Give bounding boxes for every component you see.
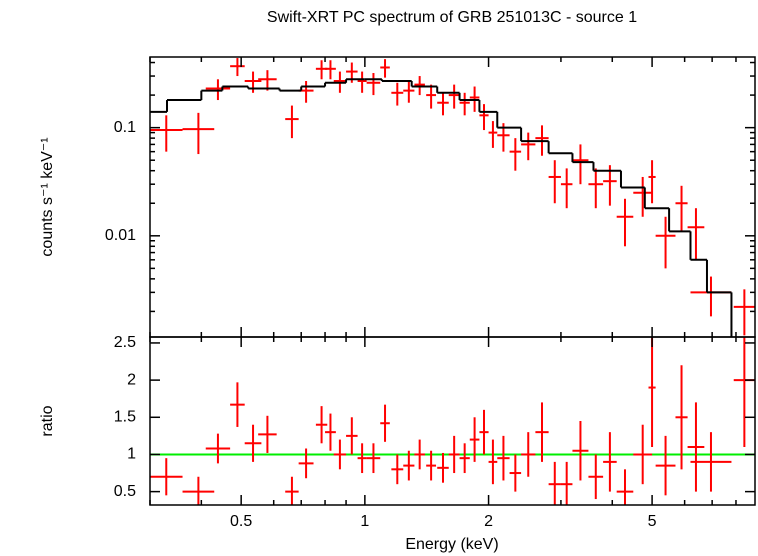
x-tick-label: 2 (484, 513, 493, 530)
y-tick-label: 1.5 (114, 409, 136, 426)
y-tick-label: 2.5 (114, 334, 136, 351)
x-tick-label: 5 (648, 513, 657, 530)
axes: 0.01 0.1 0.5 1 2 5 0.5 1 1.5 2 2.5 (105, 57, 755, 530)
y-axis-label: ratio (39, 405, 56, 436)
top-frame (149, 56, 756, 338)
bottom-frame (149, 336, 756, 506)
ratio-plot (150, 337, 755, 505)
y-tick-label: 2 (127, 371, 136, 388)
chart-title: Swift-XRT PC spectrum of GRB 251013C - s… (267, 9, 637, 26)
x-axis-label: Energy (keV) (405, 536, 498, 553)
y-tick-label: 1 (127, 446, 136, 463)
x-tick-label: 1 (360, 513, 369, 530)
y-axis-label: counts s⁻¹ keV⁻¹ (39, 137, 56, 256)
y-tick-label: 0.01 (105, 227, 136, 244)
y-tick-label: 0.5 (114, 483, 136, 500)
y-tick-label: 0.1 (114, 119, 136, 136)
x-tick-label: 0.5 (230, 513, 252, 530)
spectrum-plot (150, 58, 755, 337)
